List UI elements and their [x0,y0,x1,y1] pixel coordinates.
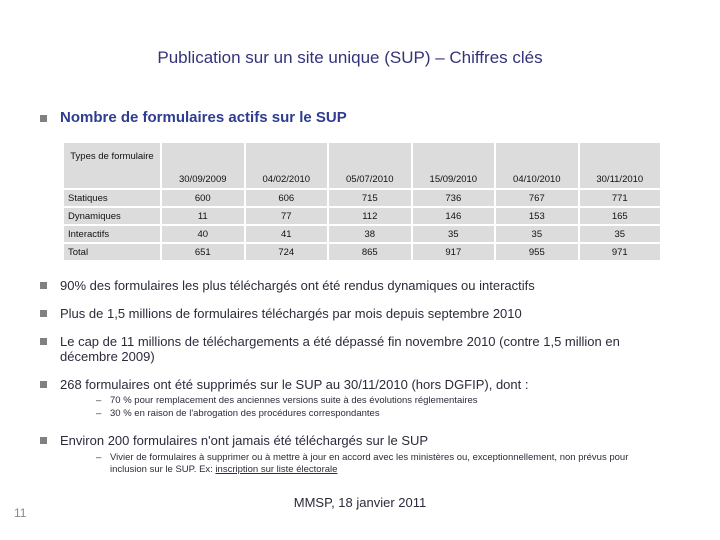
table-row: Dynamiques 11 77 112 146 153 165 [62,206,663,226]
bullet-text: 90% des formulaires les plus téléchargés… [60,278,535,293]
table-cell: 165 [577,206,663,226]
header-cell: 15/09/2010 [410,141,497,190]
footer: MMSP, 18 janvier 2011 [293,495,427,510]
table-cell: 77 [243,206,330,226]
table-cell: 715 [327,188,413,208]
table-cell: 971 [577,242,663,262]
table-cell: 724 [243,242,330,262]
sub-bullet-dash: – [96,452,102,463]
table-cell: 146 [410,206,497,226]
table-row: Interactifs 40 41 38 35 35 35 [62,224,663,244]
sub-bullet-text: 30 % en raison de l'abrogation des procé… [110,408,660,420]
slide-title: Publication sur un site unique (SUP) – C… [157,48,543,67]
header-cell: 04/10/2010 [494,141,580,190]
table-cell: 153 [494,206,580,226]
table-row: Total 651 724 865 917 955 971 [62,242,663,262]
table-cell: 917 [410,242,497,262]
table-cell: 955 [494,242,580,262]
header-cell: 05/07/2010 [327,141,413,190]
table-cell: Interactifs [62,224,162,244]
bullet-marker [40,338,47,345]
table-cell: 771 [577,188,663,208]
table-cell: 606 [243,188,330,208]
table-cell: 35 [494,224,580,244]
table-cell: Total [62,242,162,262]
table-cell: 35 [410,224,497,244]
table-cell: 865 [327,242,413,262]
table-cell: 767 [494,188,580,208]
data-table: Types de formulaire 30/09/2009 04/02/2010 0… [62,141,663,262]
table-cell: 38 [327,224,413,244]
sub-bullet-span: 30 % en raison de l'abrogation des procé… [110,408,380,419]
sub-bullet-span: 70 % pour remplacement des anciennes ver… [110,395,478,406]
bullet-marker [40,437,47,444]
header-row: Types de formulaire 30/09/2009 04/02/2010 0… [62,141,663,190]
bullet-text: Plus de 1,5 millions de formulaires télé… [60,306,522,321]
sub-bullet-span: Vivier de formulaires à supprimer ou à m… [110,452,629,475]
header-cell: 04/02/2010 [243,141,330,190]
table-cell: 600 [160,188,246,208]
table-cell: 112 [327,206,413,226]
bullet-marker [40,310,47,317]
bullet-marker [40,282,47,289]
table-cell: Statiques [62,188,162,208]
table-cell: 41 [243,224,330,244]
table-cell: Dynamiques [62,206,162,226]
header-cell: Types de formulaire [62,141,162,190]
sub-bullet-dash: – [96,408,102,419]
bullet-marker [40,115,47,122]
section-heading: Nombre de formulaires actifs sur le SUP [60,109,347,126]
bullet-text: Le cap de 11 millions de téléchargements… [60,334,620,364]
table-row: Statiques 600 606 715 736 767 771 [62,188,663,208]
header-cell: 30/09/2009 [160,141,246,190]
sub-bullet-dash: – [96,395,102,406]
table-cell: 651 [160,242,246,262]
bullet-marker [40,381,47,388]
sub-bullet-text: Vivier de formulaires à supprimer ou à m… [110,452,660,476]
page-number: 11 [14,506,27,520]
bullet-text: 268 formulaires ont été supprimés sur le… [60,377,529,392]
table-cell: 40 [160,224,246,244]
table-cell: 11 [160,206,246,226]
header-cell: 30/11/2010 [577,141,663,190]
link[interactable]: inscription sur liste électorale [215,464,338,475]
table-cell: 736 [410,188,497,208]
bullet-text: Environ 200 formulaires n'ont jamais été… [60,433,429,448]
table-cell: 35 [577,224,663,244]
sub-bullet-text: 70 % pour remplacement des anciennes ver… [110,395,660,407]
